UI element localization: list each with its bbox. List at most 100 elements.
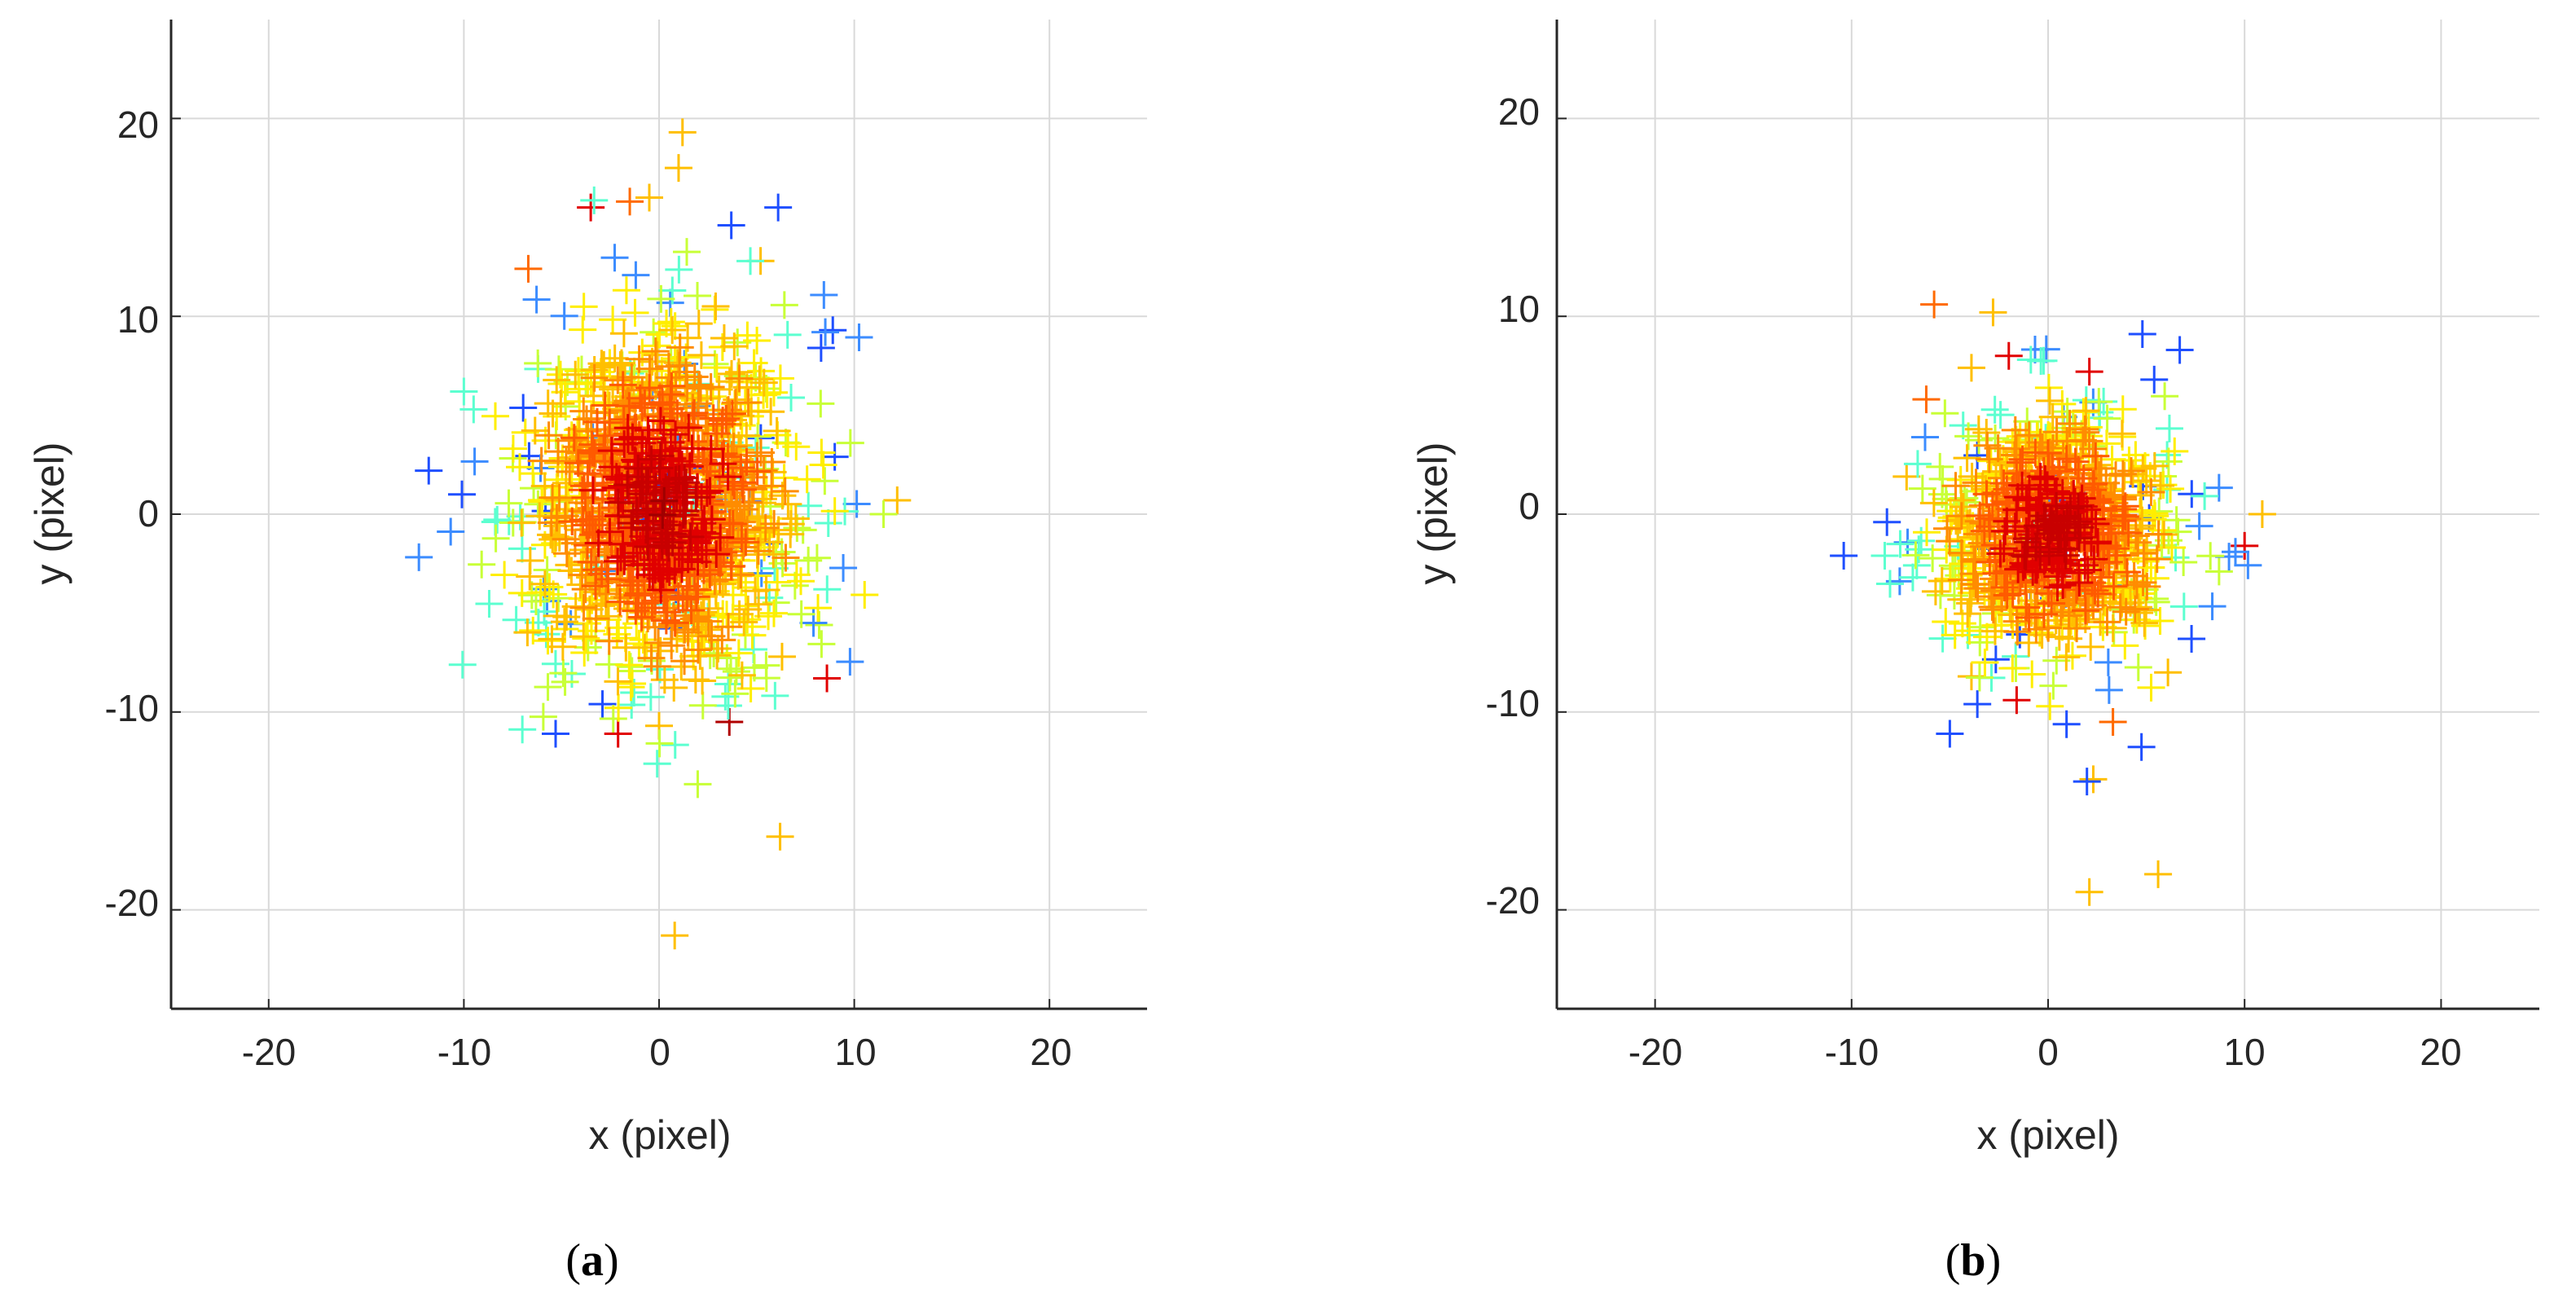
- panel-a-point: [622, 596, 650, 625]
- panel-a-point: [532, 620, 560, 649]
- panel-a-point: [643, 750, 671, 778]
- panel-a-point: [647, 284, 675, 313]
- panel-b-point: [1986, 401, 2015, 429]
- panel-a-xtick-label: 20: [1030, 1031, 1071, 1073]
- panel-a-point: [604, 547, 632, 575]
- panel-a-point: [717, 552, 745, 581]
- panel-a-point: [534, 673, 562, 702]
- panel-a-point: [661, 345, 689, 373]
- panel-a-point: [590, 433, 618, 462]
- panel-a-point: [634, 605, 662, 633]
- panel-a-point: [647, 576, 675, 605]
- panel-a-point: [508, 715, 537, 744]
- panel-a-point: [604, 720, 632, 748]
- panel-b-point: [2099, 614, 2127, 642]
- panel-a-point: [560, 529, 589, 557]
- panel-a-point: [813, 575, 842, 604]
- panel-b-point: [2102, 461, 2130, 490]
- panel-a-point: [680, 363, 709, 391]
- panel-b-point: [2071, 596, 2099, 625]
- panel-a-point: [670, 647, 699, 676]
- panel-b-point: [2008, 445, 2037, 473]
- panel-a-point: [616, 187, 644, 216]
- panel-b-point: [2143, 545, 2171, 574]
- panel-a-point: [836, 429, 864, 457]
- panel-a-point: [596, 408, 624, 437]
- panel-b-x-axis-label: x (pixel): [1976, 1112, 2119, 1158]
- panel-a-point: [550, 301, 578, 330]
- panel-b-point: [2052, 643, 2081, 671]
- panel-a-point: [612, 276, 640, 305]
- panel-b-point: [2009, 549, 2038, 578]
- panel-b-point: [1993, 581, 2021, 609]
- panel-b-point: [1911, 423, 1939, 451]
- panel-b-point: [2099, 707, 2127, 736]
- panel-a-point: [604, 693, 633, 722]
- panel-a-point: [405, 543, 433, 571]
- panel-b-point: [2106, 593, 2134, 622]
- panel-a-point: [525, 502, 554, 530]
- panel-b-point: [2205, 473, 2233, 502]
- panel-a-point: [615, 651, 644, 680]
- panel-b-point: [1963, 690, 1992, 719]
- panel-b-point: [2178, 480, 2206, 508]
- panel-b-point: [1979, 298, 2007, 327]
- panel-a-point: [678, 434, 706, 463]
- panel-b-xtick-label: -20: [1629, 1031, 1682, 1073]
- panel-b-point: [2165, 336, 2194, 364]
- panel-b-point: [2146, 606, 2174, 635]
- panel-a-point: [524, 349, 552, 377]
- panel-a-point: [578, 511, 607, 539]
- panel-a-xtick-label: 0: [649, 1031, 670, 1073]
- panel-b-point: [1912, 385, 1941, 414]
- panel-a-point: [483, 505, 512, 534]
- panel-b-ticks: [1557, 117, 2442, 1009]
- panel-a-point: [635, 373, 664, 402]
- panel-a-point: [606, 587, 635, 616]
- panel-b-point: [1892, 462, 1921, 491]
- panel-b-point: [2028, 621, 2056, 649]
- panel-b-point: [1928, 624, 1957, 653]
- panel-b-point: [2097, 512, 2125, 540]
- panel-a-point: [604, 488, 632, 517]
- panel-b-point: [2102, 535, 2130, 563]
- panel-a-point: [415, 456, 443, 485]
- panel-a-points: [405, 118, 912, 950]
- panel-a-point: [595, 627, 623, 655]
- panel-b-point: [2081, 442, 2110, 470]
- panel-a-point: [676, 522, 705, 551]
- panel-a-point: [673, 572, 701, 601]
- panel-a-point: [684, 636, 712, 664]
- panel-a-point: [622, 261, 650, 289]
- panel-a-point: [745, 590, 773, 618]
- panel-a-point: [572, 624, 600, 653]
- panel-a-point: [613, 414, 642, 442]
- panel-b-point: [2086, 563, 2115, 592]
- panel-b-point: [2144, 860, 2173, 888]
- panel-b-point: [1901, 541, 1930, 570]
- panel-a-point: [591, 391, 619, 420]
- panel-a-point: [645, 454, 674, 482]
- panel-a-point: [666, 333, 694, 362]
- panel-b-point: [2093, 404, 2121, 433]
- panel-a-point: [617, 673, 645, 702]
- panel-a-point: [569, 593, 598, 622]
- panel-a-point: [635, 183, 664, 212]
- panel-b-point: [2061, 511, 2090, 539]
- panel-a-point: [787, 567, 815, 596]
- panel-a-point: [560, 424, 588, 452]
- panel-a-point: [760, 554, 789, 583]
- panel-b-point: [2169, 548, 2198, 576]
- panel-a-point: [661, 731, 689, 759]
- panel-b-point: [1913, 518, 1941, 547]
- panel-a-point: [548, 632, 577, 661]
- panel-a-point: [582, 605, 610, 633]
- panel-b-point: [2137, 478, 2165, 507]
- panel-a-point: [578, 438, 606, 467]
- panel-a-point: [771, 477, 799, 505]
- panel-a-point: [804, 594, 833, 623]
- panel-a-point: [761, 681, 789, 710]
- panel-a-point: [728, 661, 756, 689]
- panel-b-y-axis-label: y (pixel): [1410, 442, 1456, 584]
- panel-b-point: [1971, 648, 1999, 676]
